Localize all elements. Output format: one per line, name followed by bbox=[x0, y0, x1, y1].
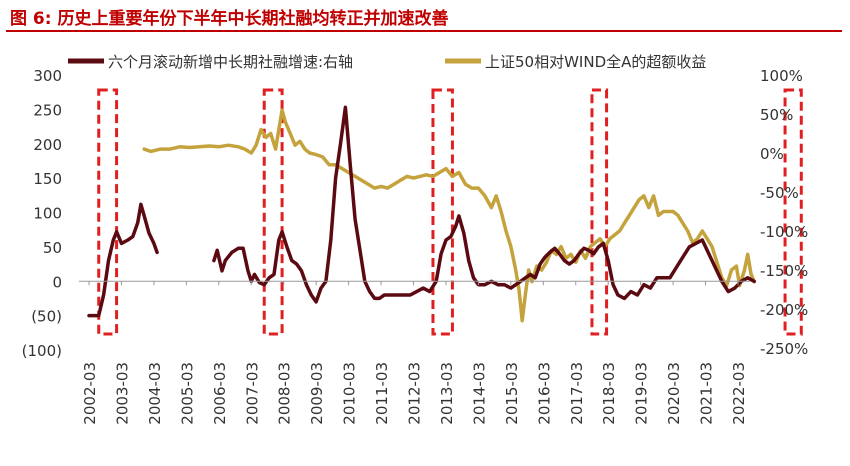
x-tick-label: 2018-03 bbox=[600, 362, 618, 425]
right-tick-label: -200% bbox=[760, 301, 808, 319]
left-axis: 300 250 200 150 100 50 0 (50) (100) bbox=[22, 67, 62, 360]
right-tick-label: -150% bbox=[760, 262, 808, 280]
x-tick-label: 2019-03 bbox=[633, 362, 651, 425]
series-layer bbox=[87, 105, 756, 323]
highlight-box bbox=[262, 88, 284, 336]
x-tick-label: 2003-03 bbox=[113, 362, 131, 425]
highlight-box bbox=[590, 88, 609, 336]
x-tick-label: 2022-03 bbox=[730, 362, 748, 425]
legend-label-gold: 上证50相对WIND全A的超额收益 bbox=[485, 53, 706, 71]
figure-title: 图 6: 历史上重要年份下半年中长期社融均转正并加速改善 bbox=[10, 9, 449, 29]
x-tick-label: 2021-03 bbox=[698, 362, 716, 425]
left-tick-label: 150 bbox=[33, 170, 62, 188]
right-tick-label: 50% bbox=[760, 106, 793, 124]
right-tick-label: -250% bbox=[760, 340, 808, 358]
right-tick-label: -50% bbox=[760, 184, 799, 202]
x-tick-label: 2020-03 bbox=[665, 362, 683, 425]
x-tick-label: 2007-03 bbox=[243, 362, 261, 425]
x-tick-label: 2017-03 bbox=[568, 362, 586, 425]
x-tick-label: 2016-03 bbox=[535, 362, 553, 425]
x-tick-label: 2005-03 bbox=[178, 362, 196, 425]
right-tick-label: 100% bbox=[760, 67, 803, 85]
right-tick-label: 0% bbox=[760, 145, 784, 163]
x-tick-label: 2008-03 bbox=[276, 362, 294, 425]
left-tick-label: 0 bbox=[52, 273, 62, 291]
left-tick-label: 100 bbox=[33, 205, 62, 223]
highlight-box bbox=[783, 88, 803, 336]
x-tick-label: 2004-03 bbox=[146, 362, 164, 425]
highlight-box bbox=[97, 88, 119, 336]
right-tick-label: -100% bbox=[760, 223, 808, 241]
series-line-dark bbox=[87, 105, 756, 318]
x-tick-label: 2011-03 bbox=[373, 362, 391, 425]
x-tick-label: 2009-03 bbox=[308, 362, 326, 425]
highlight-boxes bbox=[97, 88, 803, 336]
x-tick-label: 2015-03 bbox=[503, 362, 521, 425]
left-tick-label: (100) bbox=[22, 342, 62, 360]
left-tick-label: 50 bbox=[43, 239, 62, 257]
highlight-box bbox=[431, 88, 454, 336]
left-tick-label: 300 bbox=[33, 67, 62, 85]
x-tick-label: 2006-03 bbox=[211, 362, 229, 425]
left-tick-label: (50) bbox=[31, 308, 62, 326]
legend-label-dark: 六个月滚动新增中长期社融增速:右轴 bbox=[108, 53, 353, 71]
x-tick-label: 2002-03 bbox=[81, 362, 99, 425]
title-rule bbox=[6, 30, 842, 32]
x-axis: 2002-03 2003-03 2004-03 2005-03 2006-03 2007-… bbox=[79, 280, 750, 425]
legend: 六个月滚动新增中长期社融增速:右轴 上证50相对WIND全A的超额收益 bbox=[68, 53, 706, 71]
x-tick-label: 2010-03 bbox=[341, 362, 359, 425]
x-tick-label: 2014-03 bbox=[470, 362, 488, 425]
x-tick-label: 2013-03 bbox=[438, 362, 456, 425]
left-tick-label: 250 bbox=[33, 101, 62, 119]
left-tick-label: 200 bbox=[33, 136, 62, 154]
right-axis: 100% 50% 0% -50% -100% -150% -200% -250% bbox=[760, 67, 808, 358]
x-tick-label: 2012-03 bbox=[406, 362, 424, 425]
series-line-gold bbox=[142, 108, 756, 323]
